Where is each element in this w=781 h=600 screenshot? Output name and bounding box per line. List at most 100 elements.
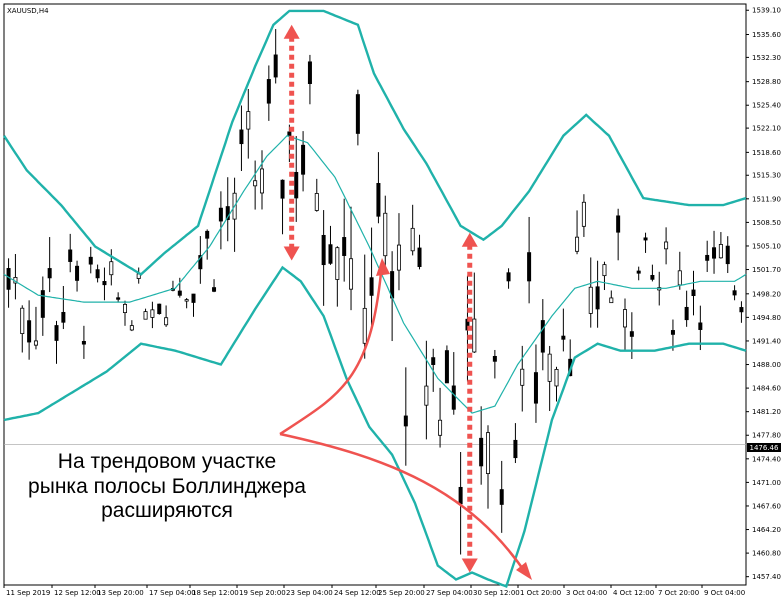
x-tick-label: 25 Sep 20:00 (378, 589, 425, 597)
candle-body (369, 277, 374, 296)
x-tick-label: 30 Sep 12:00 (473, 589, 520, 597)
y-tick-label: 1474.40 (752, 455, 781, 463)
candle-body (225, 206, 230, 221)
plot-frame (3, 3, 747, 586)
candle-body (629, 331, 634, 337)
candle-body (376, 183, 381, 217)
candle-body (506, 272, 511, 282)
y-tick-label: 1498.20 (752, 290, 781, 298)
candle-body (636, 270, 641, 274)
y-tick-label: 1477.80 (752, 432, 781, 440)
arrow-head-down (461, 558, 478, 573)
candle-body (102, 281, 107, 286)
candle-body (616, 215, 621, 233)
x-tick-label: 9 Oct 04:00 (704, 589, 745, 597)
candle-body (438, 419, 443, 436)
candle-body (129, 325, 134, 331)
candle-body (253, 180, 258, 187)
candle-body (732, 290, 737, 296)
candle-body (20, 307, 25, 335)
candle-body (246, 111, 251, 130)
candle-body (520, 368, 525, 386)
candle-body (81, 340, 86, 345)
pointer-curve-lower (279, 432, 529, 576)
pointer-head-upper (376, 258, 390, 276)
candle-body (342, 237, 347, 256)
candle-body (561, 335, 566, 340)
y-tick-label: 1505.10 (752, 242, 781, 250)
candle-body (116, 297, 121, 300)
candle-body (109, 261, 114, 276)
arrow-head-up (461, 232, 478, 247)
y-tick-label: 1532.30 (752, 54, 781, 62)
candle-body (123, 303, 128, 314)
candle-body (602, 264, 607, 277)
candle-body (47, 268, 52, 279)
candle-body (431, 357, 436, 365)
x-tick-label: 1 Oct 20:00 (520, 589, 561, 597)
y-tick-label: 1460.80 (752, 550, 781, 558)
candle-body (218, 207, 223, 222)
x-tick-label: 7 Oct 20:00 (658, 589, 699, 597)
candle-body (239, 129, 244, 145)
x-tick-label: 24 Sep 12:00 (334, 589, 381, 597)
y-tick-label: 1457.40 (752, 573, 781, 581)
candle-body (349, 258, 354, 290)
x-tick-label: 12 Sep 12:00 (54, 589, 101, 597)
annotation-arrows (279, 24, 532, 580)
candle-body (410, 227, 415, 252)
y-tick-label: 1539.10 (752, 7, 781, 15)
candle-body (691, 289, 696, 297)
candle-body (75, 265, 80, 281)
candle-body (177, 290, 182, 296)
candle-body (595, 286, 600, 310)
candle-body (54, 325, 59, 341)
x-tick-label: 4 Oct 12:00 (613, 589, 654, 597)
candle-body (492, 355, 497, 362)
y-tick-label: 1488.00 (752, 361, 781, 369)
x-tick-label: 18 Sep 12:00 (192, 589, 239, 597)
annotation-line-3: расширяются (101, 499, 233, 522)
candle-body (451, 385, 456, 410)
candle-body (95, 269, 100, 279)
y-tick-label: 1525.40 (752, 102, 781, 110)
candle-body (643, 237, 648, 241)
candle-body (150, 309, 155, 318)
price-axis: 1539.10 1535.60 1532.30 1528.80 1525.40 1522.… (746, 7, 781, 581)
bollinger-middle-band (3, 135, 747, 414)
x-tick-label: 27 Sep 04:00 (426, 589, 473, 597)
candle-body (712, 247, 717, 259)
candle-body (670, 330, 675, 335)
candle-body (273, 54, 278, 78)
annotation-line-1: На трендовом участке (58, 450, 276, 473)
y-tick-label: 1518.60 (752, 149, 781, 157)
candle-body (61, 311, 66, 323)
bollinger-upper-band (2, 9, 747, 276)
y-tick-label: 1501.70 (752, 266, 781, 274)
x-tick-label: 19 Sep 20:00 (239, 589, 286, 597)
candle-body (143, 311, 148, 320)
annotation-line-2: рынка полосы Боллинджера (28, 475, 306, 498)
candle-body (184, 299, 189, 302)
y-tick-label: 1491.40 (752, 337, 781, 345)
candle-body (444, 350, 449, 384)
candle-body (540, 320, 545, 353)
candle-body (424, 385, 429, 406)
candle-body (314, 193, 319, 211)
current-price-badge: 1476.46 (747, 443, 781, 452)
candle-body (205, 230, 210, 239)
candle-body (335, 247, 340, 280)
candle-body (355, 94, 360, 134)
candle-body (6, 268, 11, 290)
candle-body (68, 249, 73, 262)
candle-body (622, 309, 627, 328)
candle-body (259, 168, 264, 194)
y-tick-label: 1464.20 (752, 526, 781, 534)
chart-title: XAUUSD,H4 (7, 7, 49, 15)
arrow-head-up (283, 24, 300, 39)
candle-body (396, 244, 401, 271)
candle-body (157, 303, 162, 315)
x-tick-label: 17 Sep 04:00 (149, 589, 196, 597)
y-tick-label: 1528.80 (752, 78, 781, 86)
